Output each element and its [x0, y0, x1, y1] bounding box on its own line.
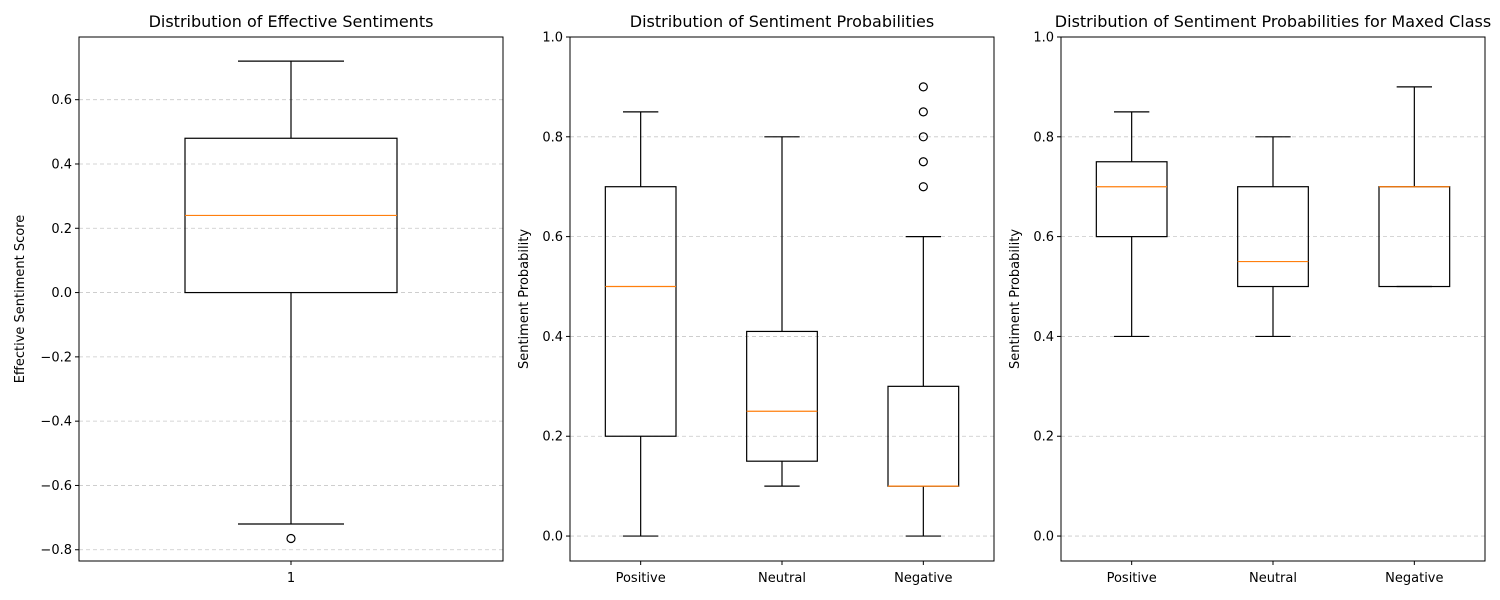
- box-neutral: [1237, 136, 1309, 338]
- outlier-point: [918, 182, 928, 192]
- chart-title: Distribution of Sentiment Probabilities …: [1055, 12, 1491, 31]
- outlier-point: [918, 157, 928, 167]
- chart-title: Distribution of Sentiment Probabilities: [630, 12, 934, 31]
- y-axis-label: Effective Sentiment Score: [13, 215, 28, 384]
- y-axis-label: Sentiment Probability: [1008, 229, 1023, 369]
- box-positive: [1095, 111, 1168, 338]
- y-tick-label: 0.8: [542, 130, 563, 145]
- x-tick-label: Positive: [616, 571, 666, 586]
- box-1: [184, 60, 398, 544]
- outlier-point: [918, 82, 928, 92]
- y-tick-label: 0.0: [51, 286, 72, 301]
- iqr-box: [1095, 161, 1168, 238]
- x-tick-label: 1: [287, 571, 295, 586]
- y-tick-label: −0.8: [40, 543, 72, 558]
- chart-panel-3: 0.0 0.2 0.4 0.6 0.8 1.0 Positive Neutral Negativ…: [1008, 12, 1491, 586]
- iqr-box: [1237, 186, 1309, 288]
- x-tick-label: Neutral: [758, 571, 806, 586]
- chart-title: Distribution of Effective Sentiments: [149, 12, 434, 31]
- outlier-point: [918, 107, 928, 117]
- box-positive: [604, 111, 677, 537]
- y-axis-label: Sentiment Probability: [517, 229, 532, 369]
- y-tick-label: 0.2: [1033, 430, 1054, 445]
- y-tick-label: 0.6: [1033, 230, 1054, 245]
- y-tick-label: 0.0: [542, 530, 563, 545]
- y-tick-label: 1.0: [1033, 31, 1054, 46]
- y-tick-label: 0.4: [51, 157, 72, 172]
- y-tick-label: 0.4: [542, 330, 563, 345]
- x-tick-label: Negative: [894, 571, 952, 586]
- chart-panel-2: 0.0 0.2 0.4 0.6 0.8 1.0 Positive Neutral Negativ…: [517, 12, 995, 586]
- outlier-point: [286, 533, 296, 544]
- y-tick-label: 0.6: [542, 230, 563, 245]
- box-negative: [1378, 86, 1451, 288]
- y-tick-label: 0.8: [1033, 130, 1054, 145]
- y-tick-label: 0.4: [1033, 330, 1054, 345]
- y-tick-label: −0.4: [40, 415, 72, 430]
- iqr-box: [604, 186, 677, 437]
- box-negative: [887, 82, 960, 537]
- y-tick-label: 0.2: [51, 222, 72, 237]
- box-neutral: [746, 136, 818, 487]
- x-tick-label: Negative: [1385, 571, 1443, 586]
- x-tick-label: Positive: [1107, 571, 1157, 586]
- y-tick-label: −0.2: [40, 350, 72, 365]
- iqr-box: [746, 330, 818, 462]
- y-tick-label: 0.2: [542, 430, 563, 445]
- x-tick-label: Neutral: [1249, 571, 1297, 586]
- y-tick-label: 0.6: [51, 93, 72, 108]
- chart-panel-1: −0.8 −0.6 −0.4 −0.2 0.0 0.2 0.4 0.6 1 Distributio…: [13, 12, 504, 586]
- y-tick-label: 0.0: [1033, 530, 1054, 545]
- y-tick-label: 1.0: [542, 31, 563, 46]
- y-tick-label: −0.6: [40, 479, 72, 494]
- outlier-point: [918, 132, 928, 142]
